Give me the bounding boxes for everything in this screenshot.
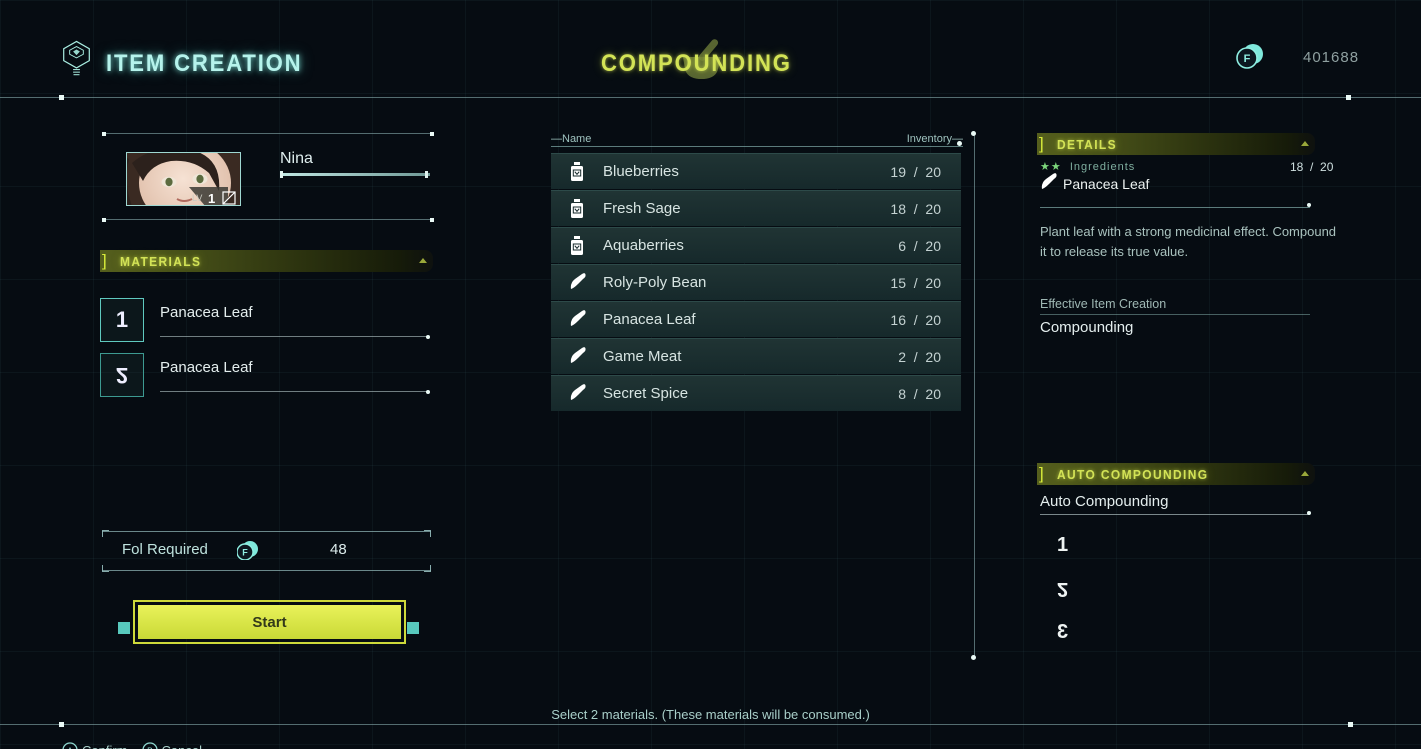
- svg-text:1: 1: [208, 191, 215, 206]
- svg-text:A: A: [67, 746, 73, 749]
- svg-text:F: F: [1244, 53, 1251, 65]
- svg-text:B: B: [147, 746, 153, 749]
- svg-text:F: F: [242, 548, 248, 558]
- svg-text:LV: LV: [192, 193, 202, 203]
